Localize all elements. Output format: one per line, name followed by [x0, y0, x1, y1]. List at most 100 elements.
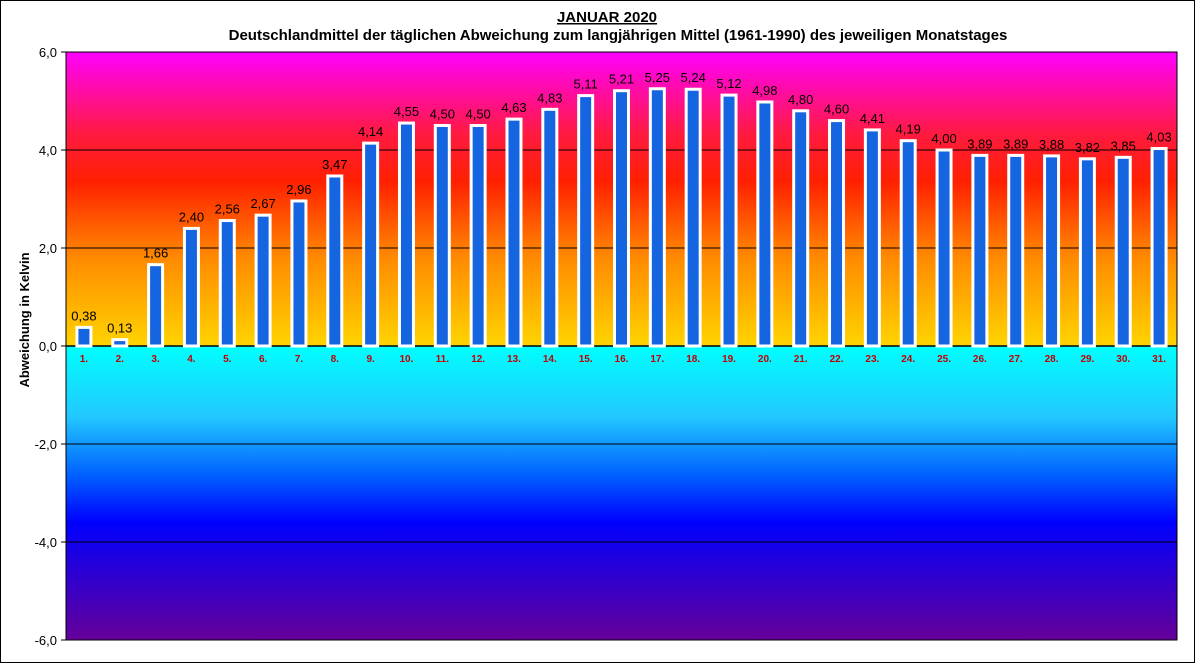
data-label: 4,83 — [537, 90, 562, 105]
x-tick-label: 30. — [1116, 354, 1130, 365]
data-label: 2,96 — [286, 182, 311, 197]
data-label: 0,38 — [71, 308, 96, 323]
data-label: 4,00 — [931, 131, 956, 146]
x-tick-label: 8. — [331, 354, 340, 365]
bar-day-17 — [648, 87, 666, 348]
x-tick-label: 5. — [223, 354, 232, 365]
x-tick-label: 2. — [116, 354, 125, 365]
bar-day-4 — [182, 226, 200, 348]
x-tick-label: 20. — [758, 354, 772, 365]
bar-day-29 — [1078, 157, 1096, 348]
data-label: 4,19 — [896, 122, 921, 137]
x-tick-label: 31. — [1152, 354, 1166, 365]
data-label: 4,50 — [430, 107, 455, 122]
bar-day-27 — [1007, 153, 1025, 348]
data-label: 2,67 — [250, 196, 275, 211]
bar-day-26 — [971, 153, 989, 348]
data-label: 4,98 — [752, 83, 777, 98]
x-tick-label: 1. — [80, 354, 89, 365]
data-label: 4,80 — [788, 92, 813, 107]
data-label: 5,21 — [609, 72, 634, 87]
bar-day-30 — [1114, 155, 1132, 348]
data-label: 4,63 — [501, 100, 526, 115]
x-tick-label: 4. — [187, 354, 196, 365]
data-label: 4,55 — [394, 104, 419, 119]
y-tick-label: -6,0 — [35, 633, 57, 648]
x-tick-label: 11. — [436, 354, 450, 365]
data-label: 0,13 — [107, 321, 132, 336]
data-label: 3,89 — [1003, 136, 1028, 151]
x-tick-label: 29. — [1080, 354, 1094, 365]
y-tick-label: 4,0 — [39, 143, 57, 158]
bar-day-5 — [218, 219, 236, 348]
data-label: 2,40 — [179, 209, 204, 224]
bar-day-1 — [75, 325, 93, 348]
x-tick-label: 21. — [794, 354, 808, 365]
y-tick-label: 6,0 — [39, 45, 57, 60]
bar-day-6 — [254, 213, 272, 348]
data-label: 1,66 — [143, 246, 168, 261]
data-label: 5,24 — [681, 70, 706, 85]
y-tick-label: -4,0 — [35, 535, 57, 550]
bar-day-9 — [362, 141, 380, 348]
x-tick-label: 9. — [366, 354, 375, 365]
x-tick-label: 13. — [507, 354, 521, 365]
data-label: 4,41 — [860, 111, 885, 126]
x-axis: 1. 2. 3. 4. 5. 6. 7. 8. 9. 10. 11. 12. 13. 14. 15. 16. 1… — [80, 354, 1167, 365]
y-tick-label: 2,0 — [39, 241, 57, 256]
data-label: 3,47 — [322, 157, 347, 172]
bar-day-19 — [720, 93, 738, 348]
x-tick-label: 28. — [1045, 354, 1059, 365]
x-tick-label: 27. — [1009, 354, 1023, 365]
x-tick-label: 7. — [295, 354, 304, 365]
data-label: 3,85 — [1111, 138, 1136, 153]
data-label: 4,50 — [465, 107, 490, 122]
bar-day-28 — [1043, 154, 1061, 348]
bar-day-18 — [684, 87, 702, 348]
x-tick-label: 23. — [865, 354, 879, 365]
bar-day-16 — [613, 89, 630, 348]
y-axis-label: Abweichung in Kelvin — [17, 252, 32, 387]
chart-title: JANUAR 2020 — [557, 9, 657, 26]
x-tick-label: 17. — [650, 354, 664, 365]
x-tick-label: 25. — [937, 354, 951, 365]
x-tick-label: 10. — [400, 354, 414, 365]
bar-day-22 — [828, 119, 846, 348]
y-tick-label: 0,0 — [39, 339, 57, 354]
bar-day-24 — [899, 139, 917, 348]
x-tick-label: 19. — [722, 354, 736, 365]
bar-day-2 — [111, 338, 129, 348]
data-label: 3,89 — [967, 136, 992, 151]
data-label: 4,03 — [1146, 130, 1171, 145]
x-tick-label: 26. — [973, 354, 987, 365]
x-tick-label: 16. — [615, 354, 629, 365]
bar-day-12 — [469, 124, 487, 348]
data-labels: 0,38 0,13 1,66 2,40 2,56 2,67 2,96 3,47 4,14 4,55… — [71, 70, 1171, 336]
bar-day-14 — [541, 107, 559, 348]
y-tick-label: -2,0 — [35, 437, 57, 452]
x-tick-label: 18. — [686, 354, 700, 365]
bar-day-13 — [505, 117, 523, 348]
x-tick-label: 3. — [151, 354, 160, 365]
data-label: 5,25 — [645, 70, 670, 85]
bar-day-11 — [433, 124, 451, 348]
data-label: 4,60 — [824, 102, 849, 117]
x-tick-label: 24. — [901, 354, 915, 365]
bar-day-25 — [935, 148, 953, 348]
data-label: 3,82 — [1075, 140, 1100, 155]
bar-day-10 — [397, 121, 415, 348]
data-label: 3,88 — [1039, 137, 1064, 152]
bar-day-31 — [1150, 147, 1168, 348]
x-tick-label: 14. — [543, 354, 557, 365]
data-label: 2,56 — [215, 202, 240, 217]
data-label: 5,11 — [573, 77, 597, 92]
chart-subtitle: Deutschlandmittel der täglichen Abweichu… — [229, 27, 1008, 44]
bar-day-8 — [326, 174, 344, 348]
bars — [75, 87, 1168, 348]
x-tick-label: 22. — [830, 354, 844, 365]
x-tick-label: 6. — [259, 354, 268, 365]
bar-day-23 — [863, 128, 881, 348]
bar-day-21 — [792, 109, 810, 348]
